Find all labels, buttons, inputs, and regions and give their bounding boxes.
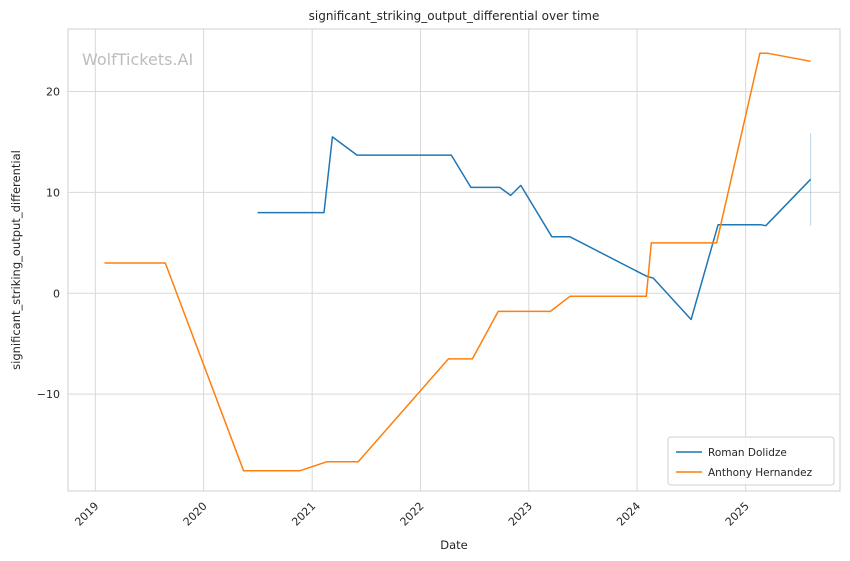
series-line-roman-dolidze xyxy=(257,136,812,321)
y-tick-label: 20 xyxy=(46,86,60,99)
x-tick-label: 2024 xyxy=(614,500,643,529)
x-tick-label: 2019 xyxy=(72,500,101,529)
series-line-anthony-hernandez xyxy=(104,52,811,472)
x-tick-label: 2022 xyxy=(398,500,427,529)
x-tick-label: 2020 xyxy=(181,500,210,529)
series-layer xyxy=(104,52,812,472)
y-tick-labels: 20 10 0 −10 xyxy=(37,86,60,402)
legend: Roman Dolidze Anthony Hernandez xyxy=(667,436,835,486)
chart-title: significant_striking_output_differential… xyxy=(309,9,600,23)
legend-box xyxy=(667,436,835,486)
legend-label-anthony-hernandez: Anthony Hernandez xyxy=(708,467,813,479)
watermark-text: WolfTickets.AI xyxy=(82,50,193,69)
x-tick-label: 2023 xyxy=(506,500,535,529)
plot-area xyxy=(67,28,841,492)
grid-lines xyxy=(68,29,840,491)
x-tick-labels: 2019 2020 2021 2022 2023 2024 2025 xyxy=(72,500,751,529)
y-tick-label: 10 xyxy=(46,186,60,199)
y-axis-label: significant_striking_output_differential xyxy=(9,150,23,370)
y-tick-label: 0 xyxy=(53,287,60,300)
x-tick-label: 2021 xyxy=(289,500,318,529)
y-tick-label: −10 xyxy=(37,388,60,401)
x-tick-label: 2025 xyxy=(723,500,752,529)
legend-label-roman-dolidze: Roman Dolidze xyxy=(708,447,787,459)
x-axis-label: Date xyxy=(440,538,468,552)
